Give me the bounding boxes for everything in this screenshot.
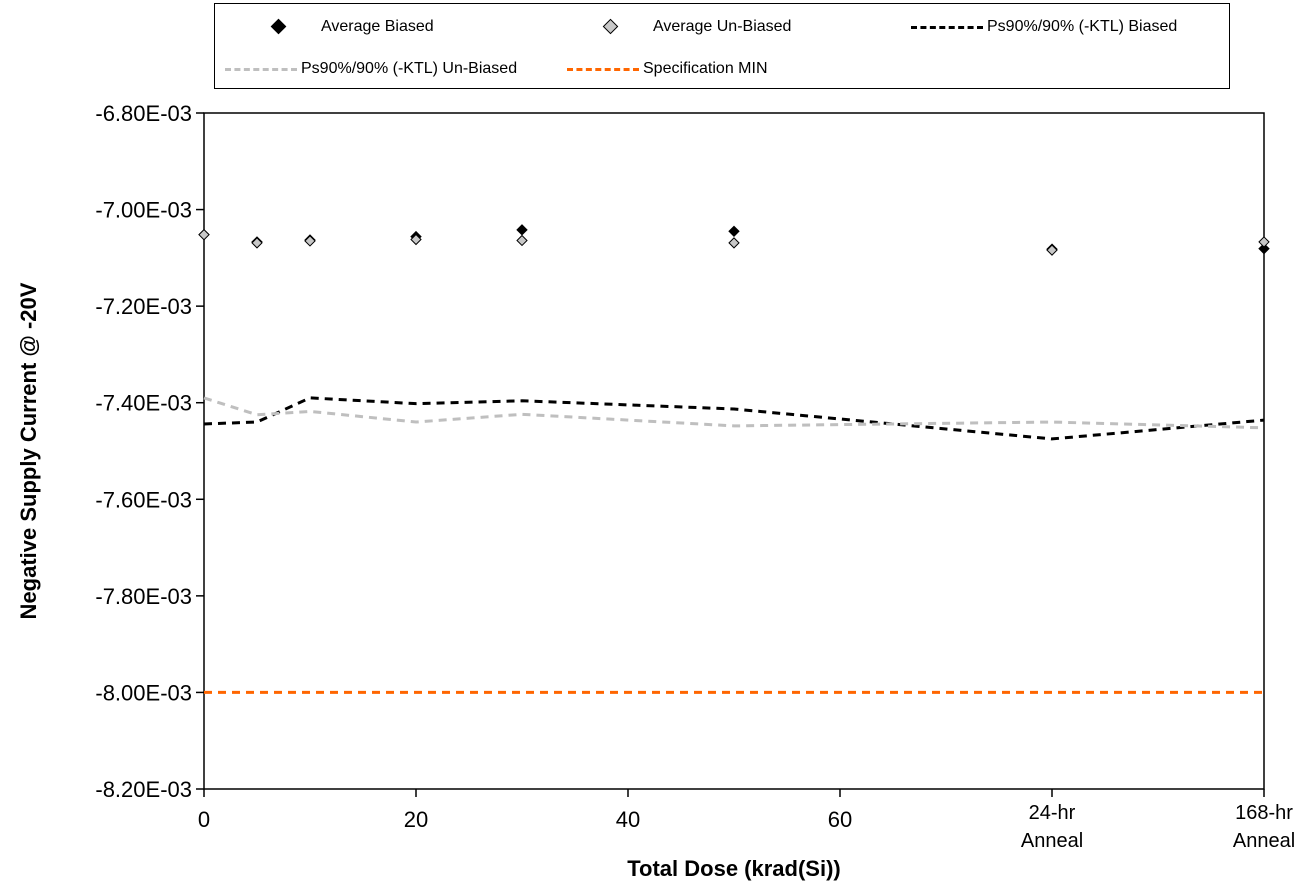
series-line-2	[203, 396, 1265, 441]
x-tick-label: 60	[828, 807, 852, 832]
data-point-1	[304, 235, 316, 247]
y-tick-label: -6.80E-03	[95, 101, 192, 126]
legend-label: Average Biased	[321, 18, 434, 35]
legend: Average Biased Average Un-Biased Ps90%/9…	[214, 3, 1230, 89]
series-markers	[198, 224, 1270, 256]
data-point-1	[251, 237, 263, 249]
y-axis: -6.80E-03 -7.00E-03 -7.20E-03 -7.40E-03 -7.6…	[95, 101, 204, 802]
legend-item-ps-unbiased: Ps90%/90% (-KTL) Un-Biased	[225, 60, 517, 78]
data-point-1	[410, 233, 422, 246]
x-tick-label: 40	[616, 807, 640, 832]
x-axis: 0 20 40 60 24-hr Anneal 168-hr Anneal	[198, 789, 1294, 852]
y-tick-label: -7.80E-03	[95, 584, 192, 609]
data-point-1	[1258, 236, 1270, 248]
legend-item-spec-min: Specification MIN	[567, 60, 768, 78]
x-tick-label: Anneal	[1021, 830, 1083, 852]
x-tick-label: 0	[198, 807, 210, 832]
x-tick-label: 24-hr	[1029, 802, 1076, 824]
x-axis-title: Total Dose (krad(Si))	[627, 856, 841, 881]
data-point-1	[728, 237, 740, 249]
y-tick-label: -7.20E-03	[95, 294, 192, 319]
dashed-line-icon	[225, 61, 297, 77]
dashed-line-icon	[567, 61, 639, 77]
legend-item-average-biased: Average Biased	[245, 18, 434, 36]
y-tick-label: -8.20E-03	[95, 777, 192, 802]
y-tick-label: -7.40E-03	[95, 391, 192, 416]
data-point-1	[516, 234, 528, 247]
y-tick-label: -7.60E-03	[95, 487, 192, 512]
x-tick-label: 20	[404, 807, 428, 832]
x-tick-label: Anneal	[1233, 830, 1294, 852]
y-axis-title: Negative Supply Current @ -20V	[16, 282, 41, 619]
data-point-1	[1046, 244, 1058, 256]
plot-area	[203, 112, 1265, 790]
y-tick-label: -8.00E-03	[95, 680, 192, 705]
dashed-line-icon	[911, 19, 983, 35]
legend-label: Ps90%/90% (-KTL) Biased	[987, 18, 1178, 35]
data-point-0	[728, 225, 740, 238]
legend-label: Average Un-Biased	[653, 18, 792, 35]
data-point-1	[198, 228, 210, 241]
legend-label: Specification MIN	[643, 60, 768, 77]
legend-label: Ps90%/90% (-KTL) Un-Biased	[301, 60, 518, 77]
data-point-0	[1258, 242, 1270, 255]
x-tick-label: 168-hr	[1235, 802, 1293, 824]
series-lines	[203, 396, 1265, 694]
y-tick-label: -7.00E-03	[95, 198, 192, 223]
legend-item-average-unbiased: Average Un-Biased	[577, 18, 791, 36]
legend-item-ps-biased: Ps90%/90% (-KTL) Biased	[911, 18, 1177, 36]
series-line-3	[203, 396, 1265, 430]
